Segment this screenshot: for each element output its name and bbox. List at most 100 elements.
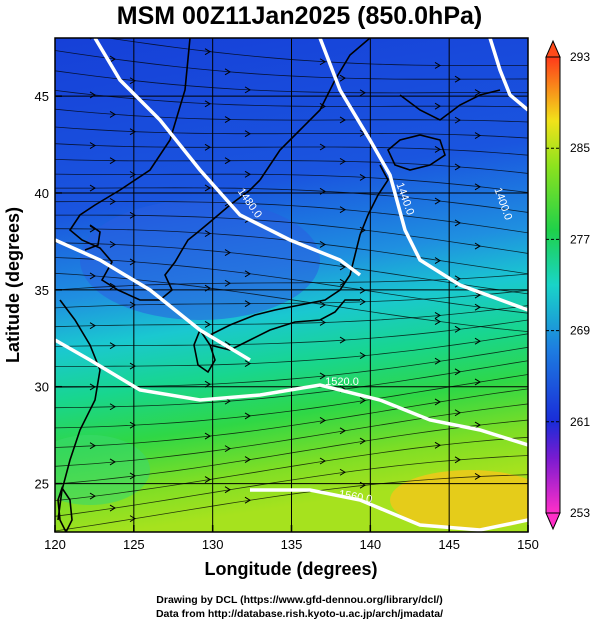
credits-data: Data from http://database.rish.kyoto-u.a… xyxy=(155,608,444,620)
streamline-arrow xyxy=(474,337,481,345)
streamline-arrow xyxy=(109,342,116,350)
y-axis: 25 30 35 40 45 xyxy=(35,89,62,492)
streamline xyxy=(55,419,528,485)
streamline-arrow xyxy=(339,263,346,271)
streamline-arrow xyxy=(434,318,441,326)
streamline-arrow xyxy=(224,157,231,165)
streamline-arrow xyxy=(434,62,441,69)
streamline-arrow xyxy=(454,219,461,227)
colorbar-scale xyxy=(545,56,561,514)
streamline-arrow xyxy=(204,48,211,56)
streamline-arrow xyxy=(474,473,481,480)
streamline-arrow xyxy=(109,403,116,411)
streamline-arrow xyxy=(244,456,251,464)
streamline-arrow xyxy=(474,89,481,96)
streamline-arrow xyxy=(204,230,211,237)
streamline-arrow xyxy=(109,198,116,205)
streamline-arrow xyxy=(474,378,481,386)
streamline-arrow xyxy=(244,496,251,504)
streamline xyxy=(55,228,528,275)
streamline xyxy=(55,436,528,502)
colorbar-tick-label: 261 xyxy=(570,415,590,429)
streamline xyxy=(55,403,528,467)
streamline xyxy=(55,214,528,254)
streamline-arrow xyxy=(204,476,211,483)
streamline-arrow xyxy=(224,68,231,76)
streamline xyxy=(55,108,528,123)
streamline-arrow xyxy=(109,504,116,512)
streamline-arrow xyxy=(224,116,231,123)
streamline-arrow xyxy=(359,437,366,445)
streamline-arrow xyxy=(434,311,441,319)
streamline xyxy=(55,305,528,328)
streamline-arrow xyxy=(434,357,441,365)
streamline-arrow xyxy=(454,456,461,464)
x-axis: 120 125 130 135 140 145 150 xyxy=(44,525,539,552)
streamline-arrow xyxy=(204,143,211,151)
streamline xyxy=(55,272,528,333)
streamline-arrow xyxy=(454,409,461,417)
streamline-arrow xyxy=(109,157,116,165)
streamline-arrow xyxy=(224,249,231,257)
streamline xyxy=(55,388,528,448)
x-tick-label: 145 xyxy=(438,537,460,552)
y-tick-label: 25 xyxy=(35,477,49,492)
x-tick-label: 135 xyxy=(281,537,303,552)
streamline-arrow xyxy=(454,325,461,333)
streamline xyxy=(55,89,528,108)
temperature-field xyxy=(55,38,528,532)
streamline-arrow xyxy=(244,300,251,308)
streamline-arrow xyxy=(319,143,326,151)
streamline-arrow xyxy=(339,157,346,165)
height-contour xyxy=(488,38,528,112)
streamline-arrow xyxy=(434,197,441,205)
streamline xyxy=(55,346,528,388)
streamline-arrow xyxy=(89,442,96,450)
contour-label: 1560.0 xyxy=(338,488,373,506)
streamline-arrow xyxy=(129,171,136,178)
height-contour xyxy=(55,238,251,362)
streamline-arrow xyxy=(359,352,366,360)
x-tick-label: 140 xyxy=(359,537,381,552)
y-tick-label: 40 xyxy=(35,186,49,201)
streamline-arrow xyxy=(474,183,481,191)
streamline-arrow xyxy=(109,241,116,248)
credits: Drawing by DCL (https://www.gfd-dennou.o… xyxy=(0,593,599,621)
streamline-arrow xyxy=(89,383,96,391)
streamline xyxy=(55,455,528,517)
height-contours xyxy=(55,38,528,532)
y-tick-label: 45 xyxy=(35,89,49,104)
streamline-arrow xyxy=(474,291,481,299)
streamline-arrow xyxy=(89,142,96,149)
streamline-arrow xyxy=(89,91,96,99)
streamline-arrow xyxy=(339,116,346,124)
streamline-arrow xyxy=(319,241,326,248)
streamline-arrow xyxy=(454,75,461,83)
streamline-arrow xyxy=(339,336,346,344)
streamline xyxy=(55,360,528,409)
streamline-arrow xyxy=(454,275,461,283)
streamline-arrow xyxy=(474,303,481,311)
colorbar-tick-label: 269 xyxy=(570,324,590,338)
streamline-arrow xyxy=(319,417,326,424)
streamline-arrow xyxy=(359,298,366,306)
colorbar-min-arrow xyxy=(545,512,561,531)
colorbar: 253 261 269 277 285 293 xyxy=(545,39,590,531)
streamline-arrow xyxy=(129,515,136,523)
streamline-arrow xyxy=(474,132,481,139)
height-contour xyxy=(93,38,362,277)
colorbar-tick-label: 277 xyxy=(570,232,590,246)
streamline xyxy=(55,158,528,174)
x-axis-title: Longitude (degrees) xyxy=(204,559,377,579)
streamline xyxy=(55,374,528,429)
streamline xyxy=(105,38,528,66)
streamline-arrow xyxy=(359,481,366,489)
streamline-arrow xyxy=(319,372,326,380)
colorbar-tick-label: 285 xyxy=(570,141,590,155)
x-tick-label: 130 xyxy=(202,537,224,552)
height-contour xyxy=(55,338,528,447)
streamline-arrow xyxy=(204,321,211,328)
streamline-arrow xyxy=(359,173,366,181)
streamline-arrow xyxy=(244,86,251,94)
streamline-arrow xyxy=(339,468,346,476)
